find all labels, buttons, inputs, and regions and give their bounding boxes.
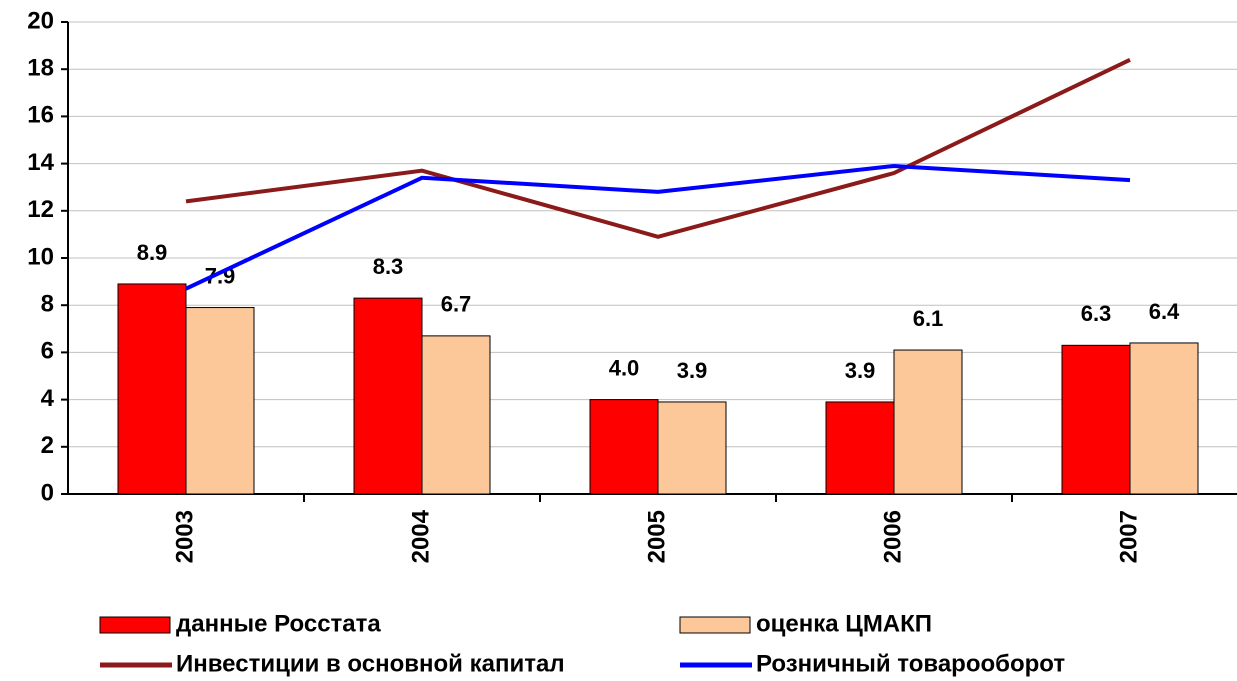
y-tick-label: 10: [27, 243, 54, 270]
legend-label: оценка ЦМАКП: [756, 610, 932, 637]
data-label: 6.4: [1149, 299, 1180, 324]
bar: [657, 401, 727, 495]
line: [185, 163, 1131, 291]
bar: [185, 307, 255, 495]
bar: [1129, 342, 1199, 495]
bar: [1061, 344, 1131, 495]
legend-label: Инвестиции в основной капитал: [176, 650, 565, 677]
data-label: 8.9: [137, 240, 168, 265]
y-tick-label: 0: [41, 479, 54, 506]
y-tick-label: 12: [27, 196, 54, 223]
y-tick-label: 6: [41, 338, 54, 365]
y-tick-label: 8: [41, 291, 54, 318]
x-tick-label: 2005: [643, 510, 670, 563]
legend-label: Розничный товарооборот: [756, 650, 1065, 677]
bar: [825, 401, 895, 495]
bar: [589, 399, 659, 495]
data-label: 6.7: [441, 292, 472, 317]
y-tick-label: 20: [27, 7, 54, 34]
data-label: 4.0: [609, 355, 640, 380]
legend-swatch: [679, 616, 751, 634]
legend-label: данные Росстата: [176, 610, 381, 637]
y-tick-label: 14: [27, 149, 54, 176]
legend-swatch: [99, 616, 171, 634]
x-tick-label: 2007: [1115, 510, 1142, 563]
y-tick-label: 16: [27, 102, 54, 129]
bar: [893, 349, 963, 495]
data-label: 6.1: [913, 306, 944, 331]
bar: [421, 335, 491, 495]
bar: [353, 297, 423, 495]
y-tick-label: 4: [41, 385, 55, 412]
line: [185, 57, 1131, 239]
x-tick-label: 2004: [407, 509, 434, 563]
y-tick-label: 18: [27, 55, 54, 82]
data-label: 3.9: [845, 358, 876, 383]
bar: [117, 283, 187, 495]
x-tick-label: 2006: [879, 510, 906, 563]
data-label: 8.3: [373, 254, 404, 279]
x-tick-label: 2003: [171, 510, 198, 563]
data-label: 6.3: [1081, 301, 1112, 326]
data-label: 3.9: [677, 358, 708, 383]
y-tick-label: 2: [41, 432, 54, 459]
